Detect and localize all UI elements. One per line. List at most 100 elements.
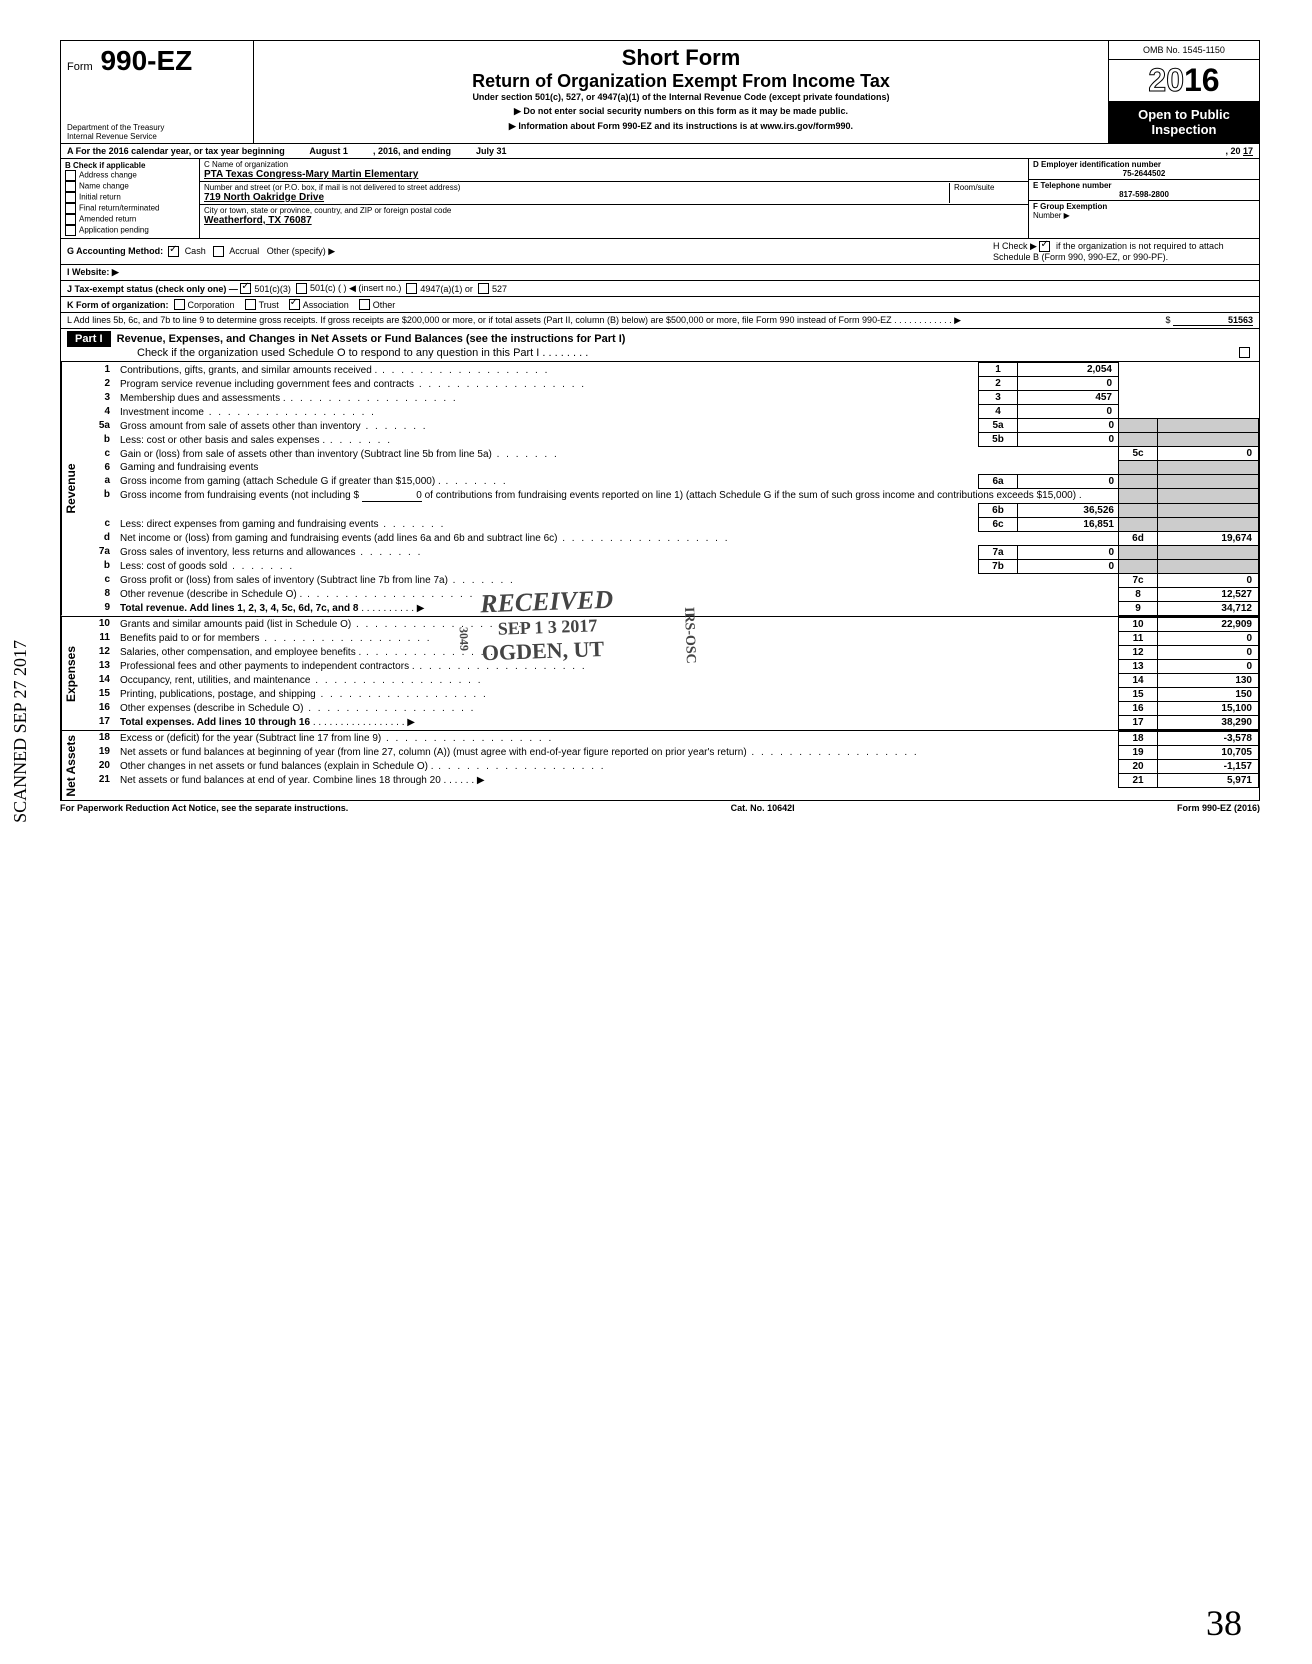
form-number: Form 990-EZ — [67, 45, 247, 77]
part-i-label: Part I — [67, 331, 111, 347]
line-a-label: A For the 2016 calendar year, or tax yea… — [67, 146, 285, 156]
lbl-address: Address change — [79, 171, 137, 180]
e11-desc: Benefits paid to or for members — [116, 631, 1119, 645]
g-accrual: Accrual — [229, 246, 259, 256]
c-name-label: C Name of organization — [204, 160, 288, 169]
d-tel-val: 817-598-2800 — [1033, 190, 1255, 199]
e16-val: 15,100 — [1158, 701, 1259, 715]
n18-val: -3,578 — [1158, 731, 1259, 745]
row-j: J Tax-exempt status (check only one) — 5… — [60, 280, 1260, 297]
block-bcd: B Check if applicable Address change Nam… — [60, 159, 1260, 239]
netassets-table: 18Excess or (deficit) for the year (Subt… — [80, 731, 1259, 788]
r6b-pre: Gross income from fundraising events (no… — [120, 490, 359, 501]
row-k: K Form of organization: Corporation Trus… — [60, 297, 1260, 313]
r3-val: 457 — [1018, 391, 1119, 405]
c-city-val: Weatherford, TX 76087 — [204, 215, 312, 226]
chk-trust[interactable] — [245, 299, 256, 310]
r6d-desc: Net income or (loss) from gaming and fun… — [116, 531, 1119, 545]
j-527: 527 — [492, 284, 507, 294]
note1: ▶ Do not enter social security numbers o… — [264, 106, 1098, 117]
k-label: K Form of organization: — [67, 300, 169, 310]
e17-desc: Total expenses. Add lines 10 through 16 — [120, 717, 310, 728]
footer-left: For Paperwork Reduction Act Notice, see … — [60, 803, 348, 813]
part-i-header: Part I Revenue, Expenses, and Changes in… — [60, 329, 1260, 362]
chk-final[interactable] — [65, 203, 76, 214]
r6a-desc: Gross income from gaming (attach Schedul… — [116, 474, 979, 488]
r6b-val: 36,526 — [1018, 503, 1119, 517]
h-label: H Check ▶ — [993, 241, 1037, 251]
r6d-val: 19,674 — [1158, 531, 1259, 545]
c-name-val: PTA Texas Congress-Mary Martin Elementar… — [204, 169, 418, 180]
subtitle: Under section 501(c), 527, or 4947(a)(1)… — [264, 92, 1098, 102]
row-l: L Add lines 5b, 6c, and 7b to line 9 to … — [60, 313, 1260, 329]
g-label: G Accounting Method: — [67, 246, 163, 256]
r7c-val: 0 — [1158, 573, 1259, 587]
chk-4947[interactable] — [406, 283, 417, 294]
e12-desc: Salaries, other compensation, and employ… — [116, 645, 1119, 659]
chk-accrual[interactable] — [213, 246, 224, 257]
row-i: I Website: ▶ — [60, 265, 1260, 280]
line-a-ys: , 20 — [1225, 146, 1240, 156]
r7c-desc: Gross profit or (loss) from sales of inv… — [116, 573, 1119, 587]
d-ein-label: D Employer identification number — [1033, 160, 1161, 169]
chk-assoc[interactable] — [289, 299, 300, 310]
chk-h[interactable] — [1039, 241, 1050, 252]
col-b-header: B Check if applicable — [65, 161, 195, 170]
r4-val: 0 — [1018, 405, 1119, 419]
r1-val: 2,054 — [1018, 363, 1119, 377]
c-city-label: City or town, state or province, country… — [204, 206, 451, 215]
lbl-name: Name change — [79, 182, 129, 191]
dept-text: Department of the Treasury Internal Reve… — [67, 123, 164, 141]
r2-desc: Program service revenue including govern… — [116, 377, 979, 391]
r5c-val: 0 — [1158, 447, 1259, 461]
c-addr-label: Number and street (or P.O. box, if mail … — [204, 183, 460, 192]
r7b-desc: Less: cost of goods sold — [116, 559, 979, 573]
revenue-label: Revenue — [61, 362, 80, 616]
r5a-val: 0 — [1018, 419, 1119, 433]
e15-val: 150 — [1158, 687, 1259, 701]
chk-501c3[interactable] — [240, 283, 251, 294]
lbl-final: Final return/terminated — [79, 204, 159, 213]
chk-other[interactable] — [359, 299, 370, 310]
chk-501c[interactable] — [296, 283, 307, 294]
line-a-mid: , 2016, and ending — [373, 146, 451, 156]
e16-desc: Other expenses (describe in Schedule O) — [116, 701, 1119, 715]
r6b-post: of contributions from fundraising events… — [425, 490, 1082, 501]
d-ein-val: 75-2644502 — [1033, 169, 1255, 178]
line-a-ey: 17 — [1243, 146, 1253, 156]
e10-desc: Grants and similar amounts paid (list in… — [116, 617, 1119, 631]
l-currency: $ — [1165, 315, 1170, 325]
n19-val: 10,705 — [1158, 745, 1259, 759]
netassets-label: Net Assets — [61, 731, 80, 801]
n21-val: 5,971 — [1158, 773, 1259, 787]
chk-initial[interactable] — [65, 192, 76, 203]
chk-part-i[interactable] — [1239, 347, 1250, 358]
part-i-check: Check if the organization used Schedule … — [67, 347, 588, 359]
lbl-pending: Application pending — [79, 226, 149, 235]
chk-527[interactable] — [478, 283, 489, 294]
k-corp: Corporation — [188, 300, 235, 310]
d-f-label2: Number ▶ — [1033, 211, 1070, 220]
e13-desc: Professional fees and other payments to … — [116, 659, 1119, 673]
chk-amended[interactable] — [65, 214, 76, 225]
r6b-contrib: 0 — [362, 490, 422, 502]
r8-val: 12,527 — [1158, 587, 1259, 601]
r6c-desc: Less: direct expenses from gaming and fu… — [116, 517, 979, 531]
c-addr-val: 719 North Oakridge Drive — [204, 192, 324, 203]
d-tel-label: E Telephone number — [1033, 181, 1112, 190]
chk-address[interactable] — [65, 170, 76, 181]
chk-corp[interactable] — [174, 299, 185, 310]
chk-cash[interactable] — [168, 246, 179, 257]
j-4947: 4947(a)(1) or — [420, 284, 473, 294]
e14-val: 130 — [1158, 673, 1259, 687]
r2-val: 0 — [1018, 377, 1119, 391]
part-i-title: Revenue, Expenses, and Changes in Net As… — [117, 333, 626, 345]
lbl-initial: Initial return — [79, 193, 121, 202]
chk-name[interactable] — [65, 181, 76, 192]
chk-pending[interactable] — [65, 225, 76, 236]
col-c: C Name of organization PTA Texas Congres… — [200, 159, 1029, 238]
open-public: Open to Public Inspection — [1109, 101, 1259, 143]
expenses-section: Expenses 10Grants and similar amounts pa… — [60, 617, 1260, 731]
j-501c: 501(c) ( ) ◀ (insert no.) — [310, 283, 401, 294]
e13-val: 0 — [1158, 659, 1259, 673]
